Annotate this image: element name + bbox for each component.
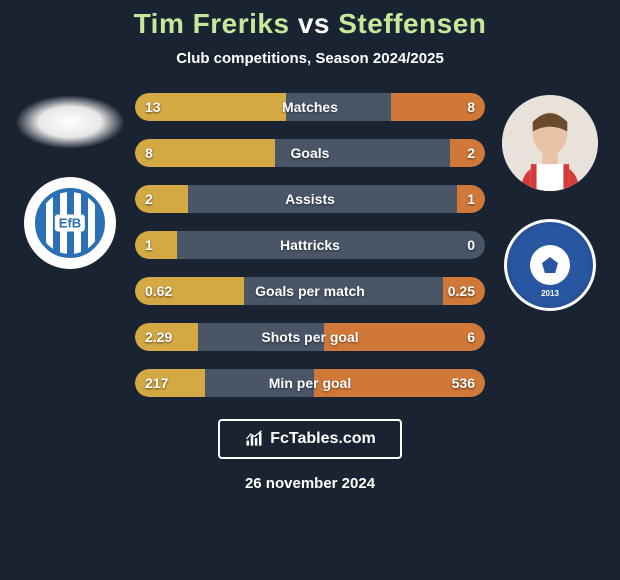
infographic-root: Tim Freriks vs Steffensen Club competiti… [0,0,620,580]
stat-value-left: 2.29 [145,329,172,345]
chart-icon [244,429,264,449]
stat-fill-left [135,185,188,213]
vendsyssel-badge-icon [530,245,570,285]
vs-text: vs [298,8,330,39]
stat-bar: 1 Hattricks 0 [135,231,485,259]
stat-value-left: 2 [145,191,153,207]
stat-label: Min per goal [269,375,351,391]
stat-bars: 13 Matches 8 8 Goals 2 2 Assists 1 1 Hattricks 0 0.6… [135,87,485,397]
club-right-year: 2013 [541,289,559,298]
stat-value-right: 0.25 [448,283,475,299]
stat-label: Goals [291,145,330,161]
stat-value-left: 1 [145,237,153,253]
stat-value-right: 6 [467,329,475,345]
stat-value-right: 1 [467,191,475,207]
stat-bar: 8 Goals 2 [135,139,485,167]
date-text: 26 november 2024 [245,475,375,492]
stat-bar: 13 Matches 8 [135,93,485,121]
stat-bar: 2 Assists 1 [135,185,485,213]
player1-club-badge [24,177,116,269]
brand-box: FcTables.com [218,419,402,459]
stat-bar: 217 Min per goal 536 [135,369,485,397]
stat-value-right: 0 [467,237,475,253]
stat-value-left: 8 [145,145,153,161]
left-column [15,87,125,269]
brand-text: FcTables.com [270,430,376,448]
stat-value-right: 2 [467,145,475,161]
page-title: Tim Freriks vs Steffensen [134,8,487,40]
player2-name: Steffensen [338,8,486,39]
player2-avatar [502,95,598,191]
stat-fill-left [135,231,177,259]
stat-value-right: 536 [452,375,475,391]
stat-value-left: 13 [145,99,161,115]
stat-label: Assists [285,191,335,207]
right-column: 2013 [495,87,605,311]
player1-avatar [15,95,125,149]
stat-value-left: 0.62 [145,283,172,299]
subtitle: Club competitions, Season 2024/2025 [176,50,444,67]
stat-label: Shots per goal [261,329,358,345]
player1-name: Tim Freriks [134,8,290,39]
stat-bar: 2.29 Shots per goal 6 [135,323,485,351]
comparison-area: 13 Matches 8 8 Goals 2 2 Assists 1 1 Hattricks 0 0.6… [10,87,610,397]
player2-club-badge: 2013 [504,219,596,311]
esbjerg-badge-icon [35,188,105,258]
stat-label: Matches [282,99,338,115]
stat-value-right: 8 [467,99,475,115]
stat-label: Goals per match [255,283,365,299]
stat-value-left: 217 [145,375,168,391]
stat-bar: 0.62 Goals per match 0.25 [135,277,485,305]
stat-label: Hattricks [280,237,340,253]
stat-fill-left [135,139,275,167]
